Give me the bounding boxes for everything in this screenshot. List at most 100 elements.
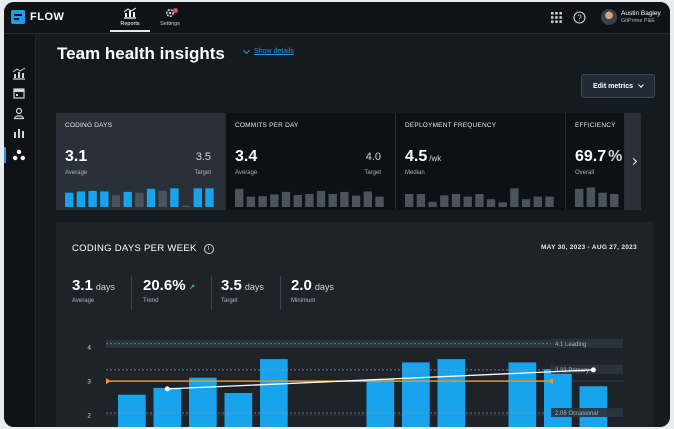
sparkbar — [405, 194, 414, 207]
settings-notification-badge — [173, 8, 178, 13]
detail-panel: CODING DAYS PER WEEK i MAY 30, 2023 - AU… — [56, 222, 653, 427]
sparkbar — [293, 195, 302, 207]
stat-average: 3.1 days Average — [72, 277, 115, 304]
metric-card-deployment-frequency[interactable]: DEPLOYMENT FREQUENCY 4.5/wk Median — [396, 113, 566, 210]
sparkbar — [111, 195, 121, 207]
sidebar-item-team-health-icon[interactable] — [12, 148, 26, 162]
tab-reports[interactable]: Reports — [110, 5, 150, 32]
main-content: Team health insights Show details Edit m… — [37, 34, 670, 427]
metric-card-value: 69.7% — [575, 148, 623, 165]
metric-card-efficiency[interactable]: EFFICIENCY 69.7% Overall — [566, 113, 625, 210]
chart-bar[interactable] — [224, 393, 253, 427]
sparkbar — [270, 194, 279, 207]
trend-point — [164, 386, 170, 392]
metric-card-sub-label: Overall — [575, 170, 595, 176]
chart-bar[interactable] — [153, 387, 182, 427]
chart-bar[interactable] — [402, 362, 430, 427]
metric-card-target-label: Target — [194, 170, 211, 176]
tab-settings[interactable]: Settings — [150, 5, 190, 32]
sparkbar — [510, 188, 519, 207]
app-window: FLOW Reports Settings — [4, 2, 670, 427]
sparkbar — [463, 196, 472, 207]
metric-card-sub-label: Average — [235, 170, 258, 176]
stat-minimum: 2.0 days Minimum — [291, 277, 334, 304]
reference-label-bg — [551, 408, 623, 417]
avatar[interactable] — [601, 9, 617, 25]
metric-card-value: 3.4 — [235, 148, 258, 165]
metric-card-sparkbars — [65, 188, 214, 207]
target-marker-right — [548, 378, 553, 385]
chart-bar[interactable] — [260, 359, 288, 427]
sparkbar — [170, 188, 179, 207]
sidebar-item-user-icon[interactable] — [12, 106, 26, 120]
stat-divider — [131, 276, 132, 310]
user-name: Austin Bagley — [621, 10, 661, 17]
app-name: FLOW — [30, 11, 65, 23]
sparkbar — [610, 194, 619, 207]
reference-band — [106, 339, 623, 348]
show-details-label: Show details — [254, 48, 294, 55]
apps-grid-icon[interactable] — [550, 11, 563, 24]
metric-card-sub-label: Average — [65, 170, 88, 176]
help-icon[interactable]: ? — [573, 11, 586, 24]
chevron-down-icon — [638, 81, 644, 88]
app-logo[interactable]: FLOW — [11, 10, 64, 24]
chart-bar[interactable] — [189, 377, 217, 427]
metric-card-label: EFFICIENCY — [575, 122, 616, 129]
date-range[interactable]: MAY 30, 2023 - AUG 27, 2023 — [540, 244, 637, 251]
trend-point — [590, 367, 596, 373]
chart-bar[interactable] — [366, 379, 395, 427]
metric-card-label: CODING DAYS — [65, 122, 113, 129]
sparkbar — [428, 201, 437, 207]
y-tick-label: 4 — [87, 345, 91, 352]
metric-card-sparkbars — [235, 188, 384, 207]
sparkbar — [146, 188, 156, 207]
sidebar-item-bar-chart-icon[interactable] — [12, 126, 26, 140]
sparkbar — [363, 191, 372, 207]
chart-bar[interactable] — [544, 369, 572, 427]
detail-panel-title: CODING DAYS PER WEEK i — [72, 243, 214, 254]
reference-line-label: 2.06 Occasional — [555, 411, 598, 417]
sidebar-item-calendar-icon[interactable] — [12, 86, 26, 100]
sparkbar — [305, 194, 314, 207]
metric-card-sparkbars — [405, 188, 554, 207]
show-details-link[interactable]: Show details — [242, 46, 294, 55]
trend-up-icon: ↗ — [188, 283, 196, 292]
sparkbar — [475, 194, 484, 207]
svg-text:?: ? — [577, 13, 582, 22]
sparkbar — [246, 196, 256, 207]
sparkbar — [181, 205, 191, 207]
sparkbar — [416, 194, 426, 207]
sparkbar — [451, 194, 461, 207]
stat-divider — [280, 276, 281, 310]
reports-icon — [123, 7, 137, 19]
stat-divider — [211, 276, 212, 310]
sparkbar — [65, 192, 74, 207]
metric-card-target-label: Target — [364, 170, 381, 176]
sparkbar — [351, 195, 361, 207]
sparkbar — [135, 192, 144, 207]
metric-card-coding-days[interactable]: CODING DAYS 3.1 Average 3.5 Target — [56, 113, 226, 210]
edit-metrics-button[interactable]: Edit metrics — [581, 74, 655, 98]
chart-bar[interactable] — [579, 386, 608, 427]
sidebar-active-indicator — [4, 147, 6, 163]
chart-bar[interactable] — [118, 394, 146, 427]
sparkbar — [521, 199, 531, 207]
chart-bar[interactable] — [437, 359, 466, 427]
sparkbar — [533, 196, 542, 207]
sparkbar — [76, 191, 86, 207]
metric-cards-next-button[interactable] — [625, 113, 641, 210]
tab-settings-label: Settings — [160, 21, 180, 27]
page-title: Team health insights — [57, 44, 225, 63]
chevron-down-icon — [242, 46, 251, 54]
info-icon[interactable]: i — [203, 243, 214, 254]
metric-card-commits-per-day[interactable]: COMMITS PER DAY 3.4 Average 4.0 Target — [226, 113, 396, 210]
reference-label-bg — [551, 338, 623, 348]
metric-card-target-value: 4.0 — [365, 151, 381, 163]
sidebar-item-dashboard-icon[interactable] — [12, 66, 26, 80]
y-tick-label: 3 — [87, 379, 91, 386]
sidebar — [4, 34, 36, 427]
reference-line-label: 4.1 Leading — [555, 342, 586, 348]
chevron-right-icon — [629, 157, 637, 166]
